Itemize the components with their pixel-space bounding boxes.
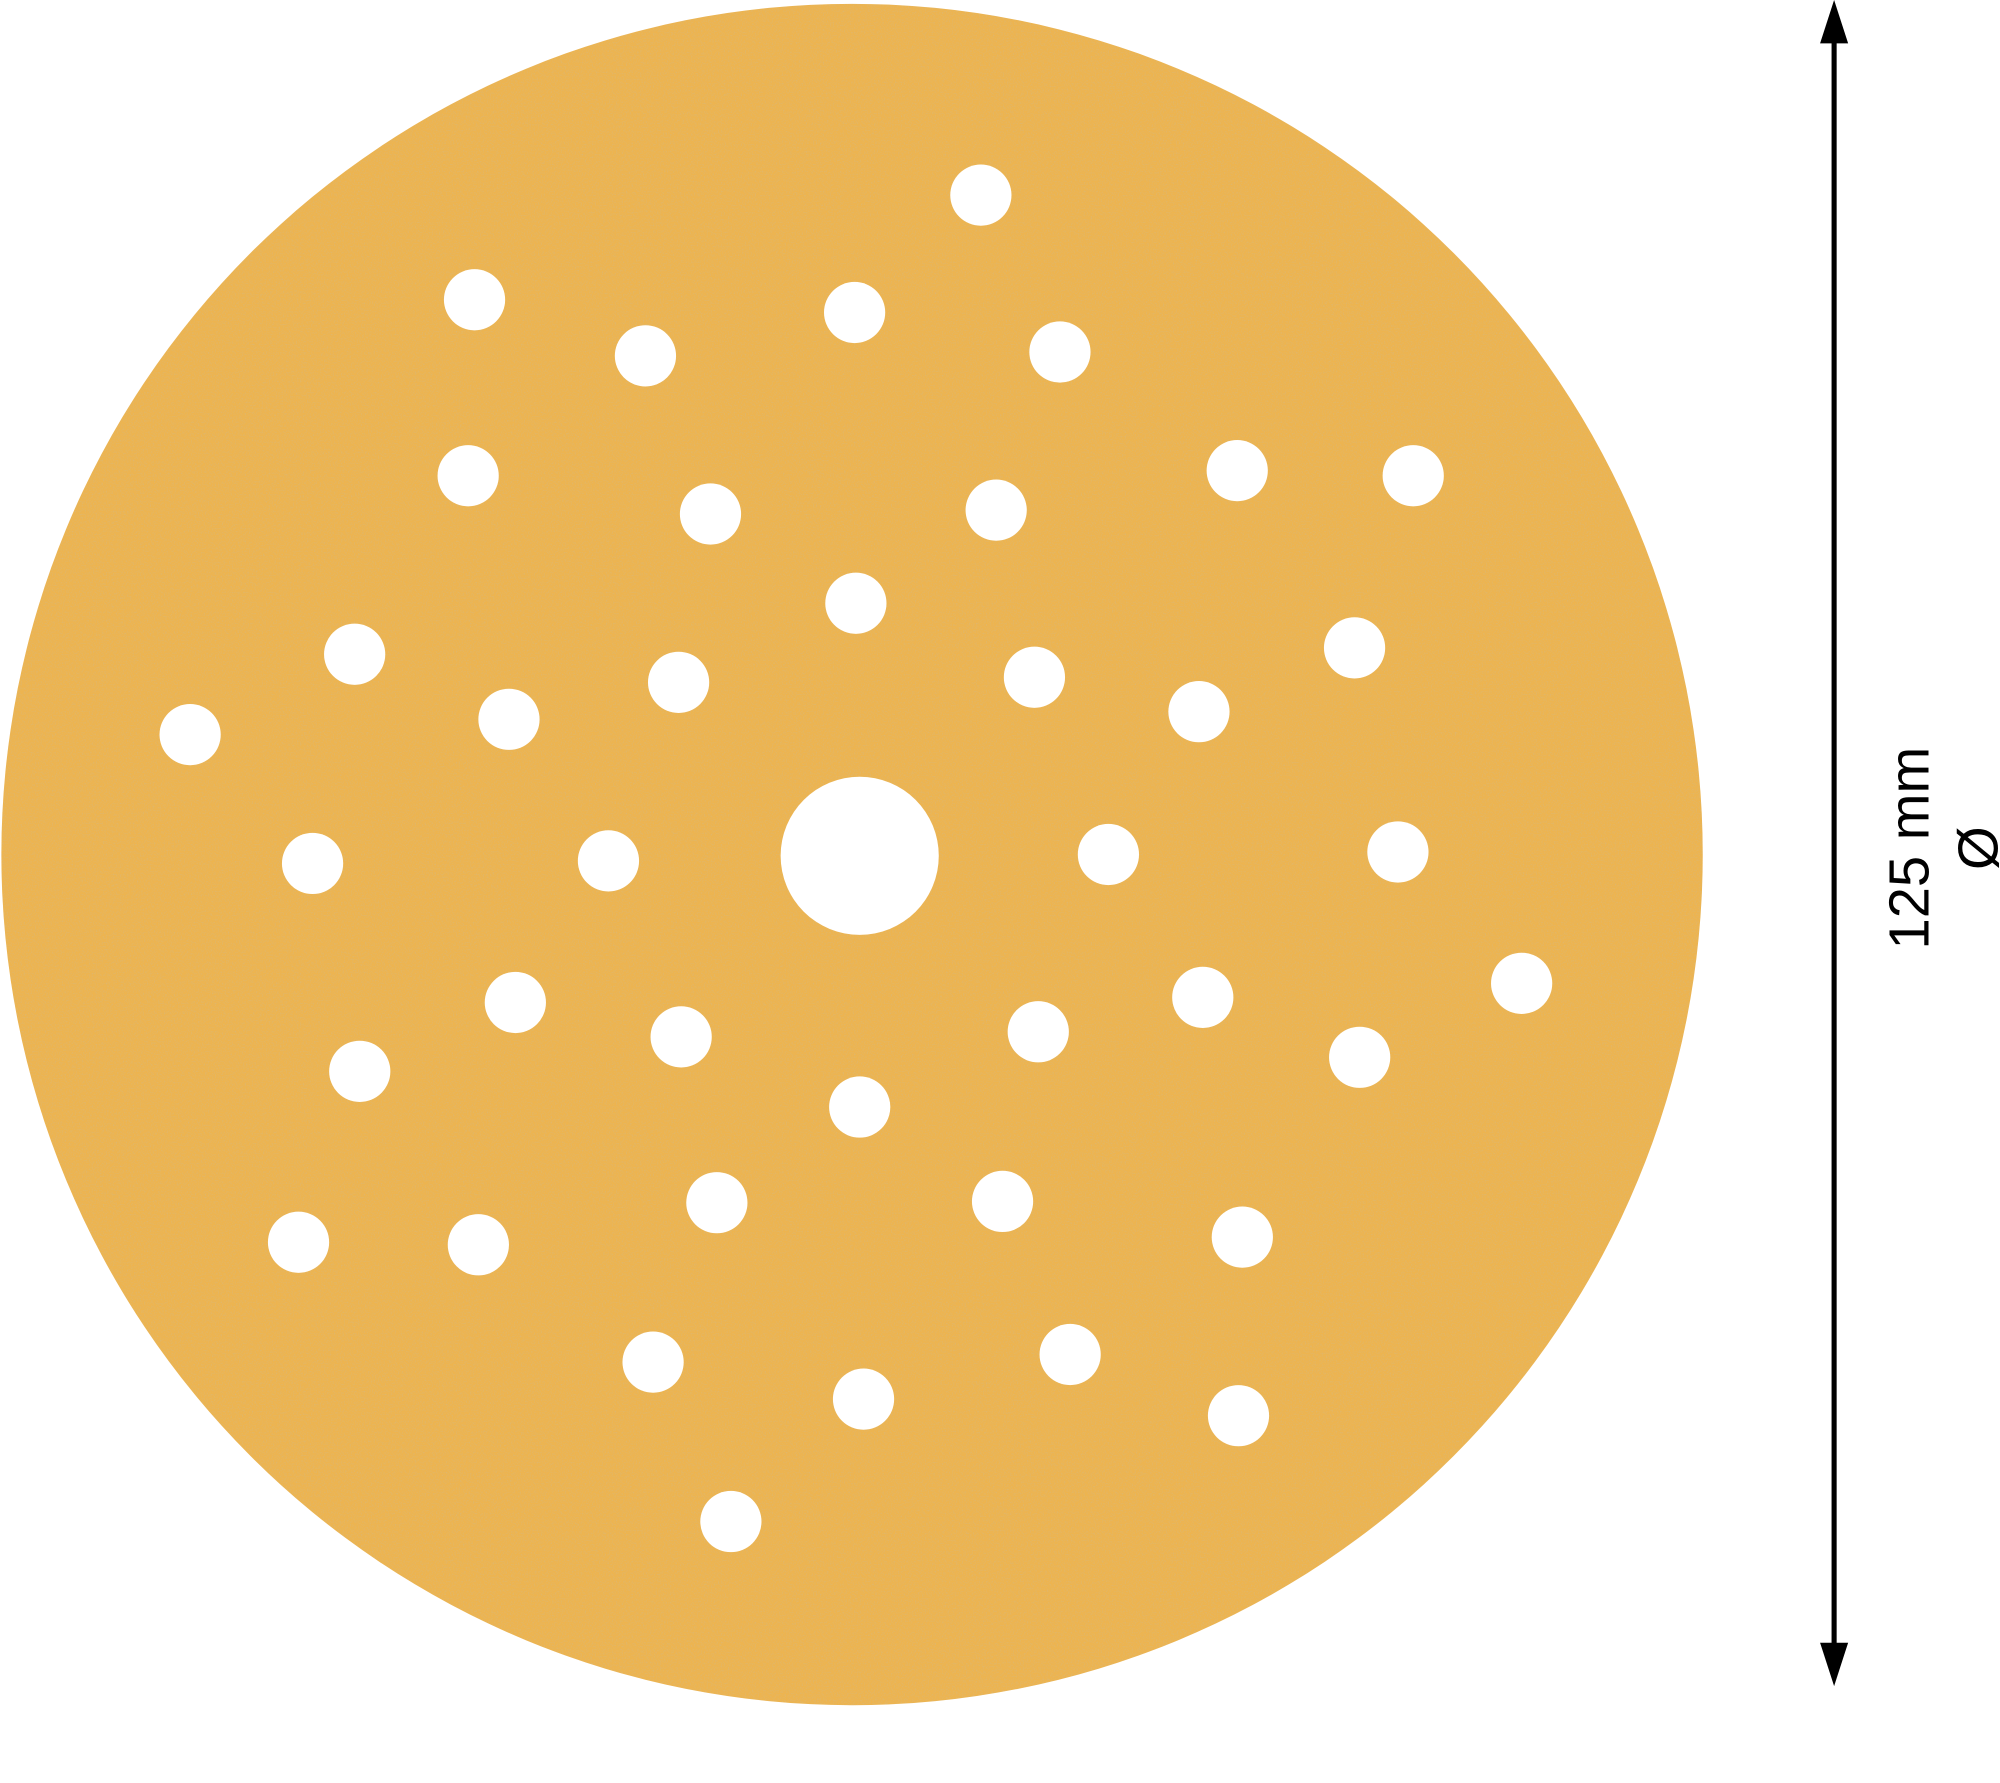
sanding-disc <box>1 3 1703 1706</box>
arrowhead-top-icon <box>1820 0 1849 44</box>
diameter-value-label: 125 mm <box>1877 747 1940 950</box>
disc-grain-texture <box>1 3 1703 1706</box>
dimension-arrow <box>1820 0 1849 1687</box>
diameter-symbol: Ø <box>1946 826 2000 870</box>
arrowhead-bottom-icon <box>1820 1642 1849 1687</box>
